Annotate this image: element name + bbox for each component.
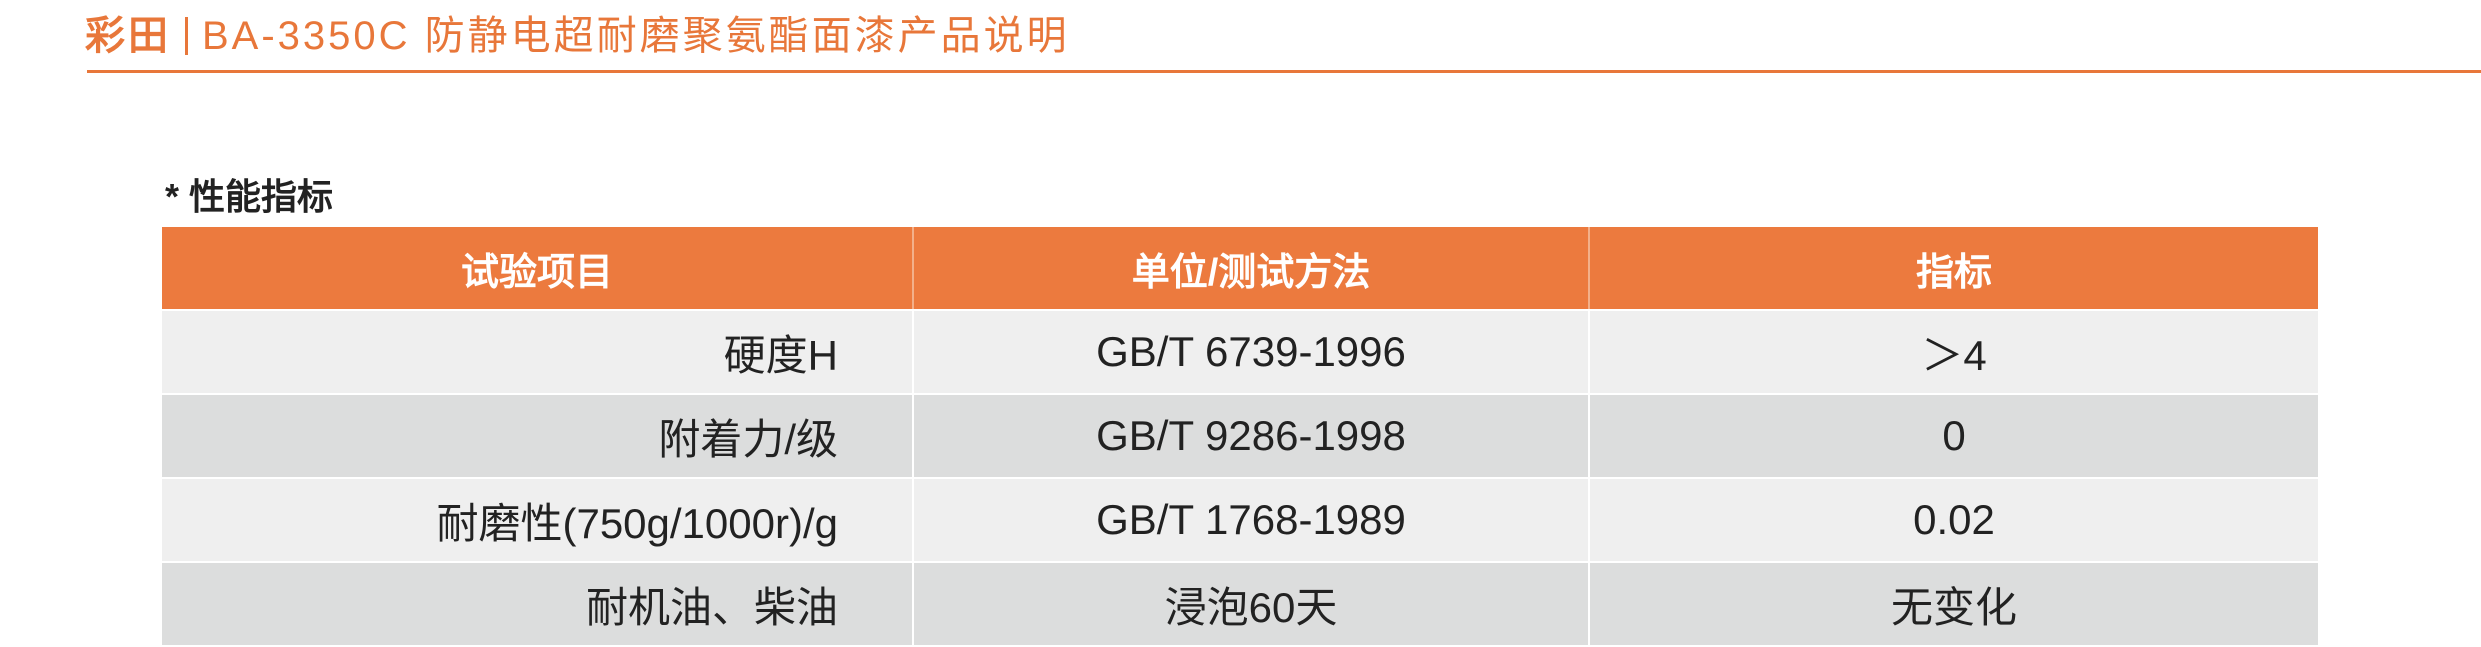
test-method: GB/T 9286-1998 — [912, 395, 1588, 477]
test-item: 硬度H — [723, 331, 838, 379]
test-item: 耐磨性(750g/1000r)/g — [436, 499, 838, 547]
test-item: 附着力/级 — [658, 415, 838, 463]
test-method: GB/T 1768-1989 — [912, 479, 1588, 561]
brand-name: 彩田 — [85, 14, 171, 58]
table-header-row: 试验项目 单位/测试方法 指标 — [162, 227, 2318, 309]
table-row: 附着力/级 GB/T 9286-1998 0 — [162, 395, 2318, 477]
table-row: 硬度H GB/T 6739-1996 ＞4 — [162, 311, 2318, 393]
spec-value: 0 — [1588, 395, 2318, 477]
header-divider — [87, 70, 2481, 73]
spec-value: 无变化 — [1588, 563, 2318, 645]
column-header: 指标 — [1588, 227, 2318, 309]
table-row: 耐磨性(750g/1000r)/g GB/T 1768-1989 0.02 — [162, 479, 2318, 561]
table-row: 耐机油、柴油 浸泡60天 无变化 — [162, 563, 2318, 645]
spec-value: ＞4 — [1588, 311, 2318, 393]
column-header: 试验项目 — [460, 251, 613, 294]
section-title: * 性能指标 — [165, 176, 334, 217]
title-text: BA-3350C 防静电超耐磨聚氨酯面漆产品说明 — [202, 14, 1070, 58]
performance-table: 试验项目 单位/测试方法 指标 硬度H GB/T 6739-1996 ＞4 附着… — [162, 227, 2318, 647]
title-separator — [185, 17, 188, 55]
test-method: GB/T 6739-1996 — [912, 311, 1588, 393]
spec-value: 0.02 — [1588, 479, 2318, 561]
test-item: 耐机油、柴油 — [585, 583, 838, 631]
column-header: 单位/测试方法 — [912, 227, 1588, 309]
document-title: 彩田 BA-3350C 防静电超耐磨聚氨酯面漆产品说明 — [85, 14, 1070, 58]
test-method: 浸泡60天 — [912, 563, 1588, 645]
